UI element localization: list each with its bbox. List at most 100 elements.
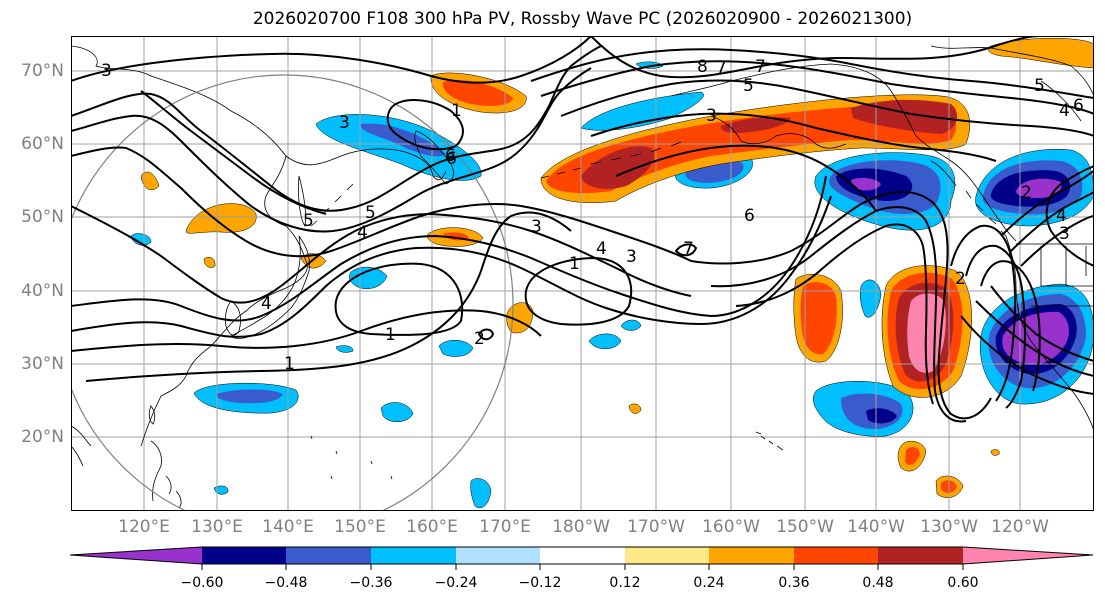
colorbar-tick-label: 0.24 [693,575,725,591]
colorbar-segment [625,547,709,564]
lat-label-50n: 50°N [21,207,64,227]
negative-anomaly-west-coast [979,283,1094,405]
contour-label: 7 [716,58,727,78]
lon-label-170e: 170°E [479,517,531,537]
small-islands [310,435,393,480]
positive-anomaly-blob-i [990,449,1000,456]
lon-label-150e: 150°E [334,517,386,537]
contour-label: 3 [626,247,637,267]
reference-circle [71,74,514,511]
pv-contour-line [71,205,692,304]
pv-contour-line [1000,170,1094,237]
lon-label-120e: 120°E [118,517,170,537]
contour-label: 6 [744,206,755,226]
contour-label: 1 [284,354,295,374]
pv-contour-line [950,224,1017,402]
contour-label: 3 [531,217,542,237]
contour-label: 5 [365,203,376,223]
pv-map: 3 8 7 5 5 4 6 3 1 6 5 4 3 2 1 5 4 3 4 1 … [71,36,1094,511]
contour-label: 7 [683,239,694,259]
contour-label: 4 [357,223,368,243]
pv-contour-line [71,309,542,352]
colorbar-tick-label: −0.24 [434,575,478,591]
positive-anomaly-north-pacific [540,94,971,203]
pv-contour-line [690,190,992,420]
colorbar [70,546,1094,570]
contour-label: 5 [743,76,754,96]
contour-label: 3 [101,61,112,81]
pv-contour-line [710,206,967,423]
negative-anomaly-blob-d [620,319,642,331]
contour-label: 6 [445,146,456,166]
map-frame [71,36,1094,511]
negative-anomaly-bering-north [580,91,704,131]
contour-label: 1 [569,254,580,274]
lon-label-140w: 140°W [847,517,905,537]
lat-label-60n: 60°N [21,134,64,154]
colorbar-tick-label: −0.60 [180,575,224,591]
lon-label-120w: 120°W [991,517,1049,537]
positive-anomaly-okhotsk [430,72,527,114]
alaska-coastline [670,63,1017,242]
colorbar-segment [286,547,371,564]
negative-anomaly-blob-g [470,478,492,509]
philippines-coastline [150,440,182,509]
contour-label: 2 [1021,183,1032,203]
lon-label-160w: 160°W [702,517,760,537]
colorbar-tick-label: 0.48 [862,575,894,591]
contour-label: 6 [446,149,457,169]
lon-label-160e: 160°E [406,517,458,537]
pv-contour-line [71,195,832,338]
pv-contour-closed [334,262,464,336]
colorbar-segment [70,547,202,564]
pv-contour-line [965,244,1027,409]
pv-contour-line [1010,191,1094,252]
colorbar-tick-label: −0.48 [264,575,308,591]
contour-label: 3 [706,106,717,126]
pv-contour-line [71,175,827,322]
pv-contour-line [960,315,1094,395]
colorbar-segment [963,547,1093,564]
colorbar-tick-label: −0.12 [518,575,562,591]
asia-coastline [71,45,447,467]
pv-contour-line [530,48,1094,99]
hawaii-islands [755,431,784,451]
colorbar-tick-label: 0.36 [778,575,810,591]
negative-anomaly-blob-c [588,333,622,350]
pv-contour-line [1020,215,1094,267]
map-title: 2026020700 F108 300 hPa PV, Rossby Wave … [252,9,913,29]
pv-contour-line [140,90,327,215]
pv-contour-closed [386,99,464,151]
pv-contour-closed [477,328,495,341]
colorbar-tick-label: 0.60 [947,575,979,591]
pv-contour-line [71,67,592,233]
positive-anomaly-blob-j [203,257,216,268]
contour-label: 5 [303,211,314,231]
positive-anomaly-blob-f-core [905,446,920,465]
aleutian-islands [540,141,682,179]
pv-contours [71,36,1094,423]
coastlines [71,45,1094,509]
colorbar-segment [456,547,540,564]
lon-label-140e: 140°E [262,517,314,537]
pv-contour-line [975,300,1094,377]
contour-label: 3 [339,113,350,133]
graticule [71,36,1094,511]
negative-anomaly-blob-e [380,402,414,422]
pv-contour-line [590,36,1042,79]
contour-label: 1 [385,325,396,345]
pv-contour-line [71,146,692,262]
pv-contour-closed [524,256,633,326]
negative-anomaly-blob-a [349,266,388,289]
pv-contour-line [1045,165,1094,267]
pv-contour-line [560,79,1094,137]
positive-anomaly-blob-b [140,171,160,191]
na-west-coast [1005,235,1094,432]
contour-label: 4 [261,294,272,314]
lon-label-170w: 170°W [627,517,685,537]
lon-label-180w: 180°W [552,517,610,537]
lon-label-130w: 130°W [920,517,978,537]
taiwan-coastline [148,405,156,425]
contour-label: 2 [474,329,485,349]
colorbar-segment [709,547,794,564]
